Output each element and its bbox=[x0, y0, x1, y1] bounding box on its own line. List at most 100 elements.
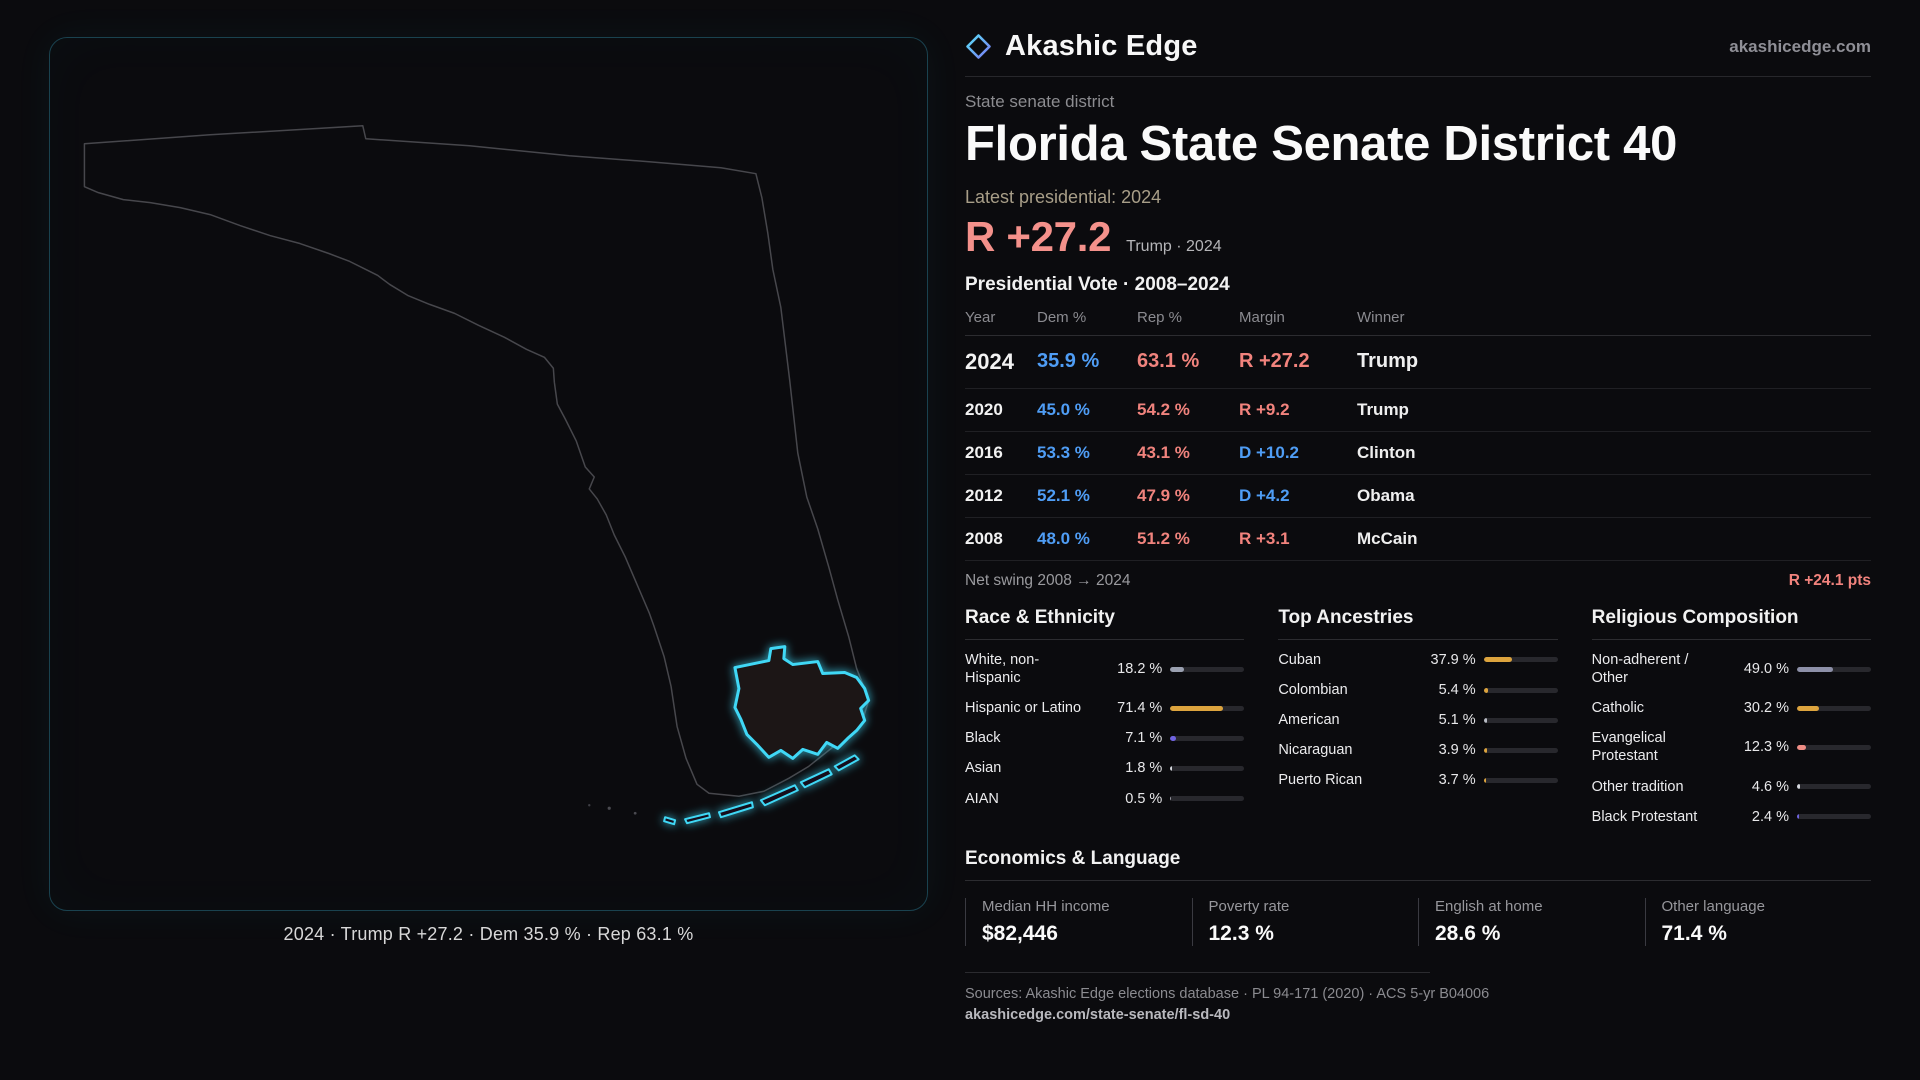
economics-title: Economics & Language bbox=[965, 848, 1871, 881]
demo-value: 71.4 % bbox=[1117, 700, 1163, 717]
vote-rep-pct: 43.1 % bbox=[1137, 442, 1190, 462]
vote-margin: R +3.1 bbox=[1239, 528, 1290, 548]
col-margin: Margin bbox=[1239, 308, 1285, 326]
demo-bar-fill bbox=[1170, 705, 1224, 711]
footer-sources: Sources: Akashic Edge elections database… bbox=[965, 985, 1490, 1002]
map-speck bbox=[588, 804, 591, 807]
demo-label: Non-adherent / Other bbox=[1591, 651, 1689, 686]
demo-bar bbox=[1483, 777, 1558, 783]
demo-value: 7.1 % bbox=[1125, 730, 1163, 747]
stat-label: Median HH income bbox=[982, 897, 1110, 915]
demo-row: Puerto Rican 3.7 % bbox=[1278, 765, 1558, 795]
demo-label: Asian bbox=[965, 760, 1002, 777]
col-year: Year bbox=[965, 308, 996, 326]
vote-year: 2024 bbox=[965, 348, 1014, 374]
keys-segment bbox=[759, 784, 799, 807]
vote-year: 2020 bbox=[965, 399, 1003, 419]
map-speck bbox=[607, 806, 611, 810]
demo-bar bbox=[1170, 765, 1245, 771]
headline-result: R +27.2 Trump · 2024 bbox=[965, 213, 1871, 261]
vote-margin: D +10.2 bbox=[1239, 442, 1300, 462]
demo-bar bbox=[1797, 705, 1871, 711]
demo-label: Cuban bbox=[1278, 651, 1322, 668]
stat-block: English at home 28.6 % bbox=[1418, 897, 1645, 946]
map-speck bbox=[633, 811, 637, 815]
vote-dem-pct: 48.0 % bbox=[1037, 528, 1090, 548]
demo-row: Asian 1.8 % bbox=[965, 753, 1245, 783]
vote-year: 2012 bbox=[965, 485, 1003, 505]
brand-diamond-icon bbox=[966, 34, 991, 59]
demo-row: AIAN 0.5 % bbox=[965, 784, 1245, 814]
religion-section: Religious Composition Non-adherent / Oth… bbox=[1591, 607, 1871, 832]
stat-block: Poverty rate 12.3 % bbox=[1191, 897, 1419, 946]
vote-dem-pct: 53.3 % bbox=[1037, 442, 1090, 462]
demo-value: 30.2 % bbox=[1743, 700, 1789, 717]
stat-value: 28.6 % bbox=[1435, 921, 1501, 945]
demo-label: Nicaraguan bbox=[1278, 742, 1353, 759]
demo-row: White, non-Hispanic 18.2 % bbox=[965, 645, 1245, 693]
vote-winner: Trump bbox=[1357, 399, 1409, 419]
vote-table-row: 2008 48.0 % 51.2 % R +3.1 McCain bbox=[965, 518, 1871, 561]
vote-table-header: Year Dem % Rep % Margin Winner bbox=[965, 304, 1871, 336]
demo-bar bbox=[1797, 784, 1871, 790]
demo-bar-fill bbox=[1170, 765, 1172, 771]
net-swing-value: R +24.1 pts bbox=[1788, 571, 1871, 589]
florida-map-svg bbox=[83, 125, 871, 826]
col-winner: Winner bbox=[1357, 308, 1405, 326]
district-40-shape[interactable] bbox=[733, 645, 871, 760]
demo-bar-fill bbox=[1797, 705, 1820, 711]
stat-value: 71.4 % bbox=[1661, 921, 1727, 945]
demo-bar bbox=[1170, 735, 1245, 741]
vote-dem-pct: 35.9 % bbox=[1037, 350, 1100, 373]
stat-label: Other language bbox=[1661, 897, 1765, 915]
demo-bar-fill bbox=[1797, 814, 1799, 820]
demo-label: Other tradition bbox=[1591, 778, 1684, 795]
footer-url[interactable]: akashicedge.com/state-senate/fl-sd-40 bbox=[965, 1006, 1231, 1023]
net-swing-label: Net swing 2008 → 2024 bbox=[965, 571, 1131, 589]
demo-bar bbox=[1170, 666, 1245, 672]
vote-rep-pct: 47.9 % bbox=[1137, 485, 1190, 505]
keys-segment bbox=[684, 812, 711, 825]
vote-dem-pct: 52.1 % bbox=[1037, 485, 1090, 505]
demo-row: Nicaraguan 3.9 % bbox=[1278, 735, 1558, 765]
demo-bar-fill bbox=[1797, 784, 1801, 790]
demo-bar bbox=[1483, 747, 1558, 753]
demo-bar-fill bbox=[1170, 666, 1184, 672]
demo-bar-fill bbox=[1483, 717, 1488, 723]
demo-row: Non-adherent / Other 49.0 % bbox=[1592, 645, 1871, 693]
florida-outline bbox=[83, 125, 870, 798]
demo-value: 4.6 % bbox=[1751, 778, 1789, 795]
stat-value: 12.3 % bbox=[1208, 921, 1274, 945]
demographics-grid: Race & Ethnicity White, non-Hispanic 18.… bbox=[965, 607, 1871, 832]
keys-segment bbox=[663, 816, 677, 826]
demo-label: American bbox=[1278, 712, 1340, 729]
vote-table-row: 2016 53.3 % 43.1 % D +10.2 Clinton bbox=[965, 432, 1871, 475]
vote-year: 2008 bbox=[965, 528, 1003, 548]
vote-dem-pct: 45.0 % bbox=[1037, 399, 1090, 419]
demo-value: 0.5 % bbox=[1125, 790, 1163, 807]
demo-bar-fill bbox=[1483, 687, 1488, 693]
page-title: Florida State Senate District 40 bbox=[965, 117, 1678, 171]
content-column: Akashic Edge akashicedge.com State senat… bbox=[965, 30, 1871, 1023]
demo-label: Catholic bbox=[1591, 700, 1645, 717]
vote-winner: Clinton bbox=[1357, 442, 1416, 462]
demo-bar-fill bbox=[1170, 735, 1176, 741]
site-domain-link[interactable]: akashicedge.com bbox=[1729, 36, 1871, 56]
demo-row: Evangelical Protestant 12.3 % bbox=[1592, 723, 1871, 771]
stat-block: Median HH income $82,446 bbox=[965, 897, 1192, 946]
district-map[interactable] bbox=[49, 37, 928, 911]
race-section: Race & Ethnicity White, non-Hispanic 18.… bbox=[965, 607, 1245, 832]
demo-label: Black Protestant bbox=[1591, 808, 1698, 825]
vote-margin: D +4.2 bbox=[1239, 485, 1290, 505]
keys-segment bbox=[799, 768, 833, 789]
demo-row: Colombian 5.4 % bbox=[1278, 675, 1558, 705]
brand-logo[interactable]: Akashic Edge bbox=[965, 30, 1198, 63]
vote-rep-pct: 54.2 % bbox=[1137, 399, 1190, 419]
demo-bar-fill bbox=[1483, 747, 1487, 753]
economics-section: Economics & Language Median HH income $8… bbox=[965, 848, 1871, 946]
demo-bar-fill bbox=[1797, 744, 1807, 750]
demo-value: 18.2 % bbox=[1117, 661, 1163, 677]
vote-year: 2016 bbox=[965, 442, 1003, 462]
demo-label: White, non-Hispanic bbox=[965, 651, 1040, 686]
